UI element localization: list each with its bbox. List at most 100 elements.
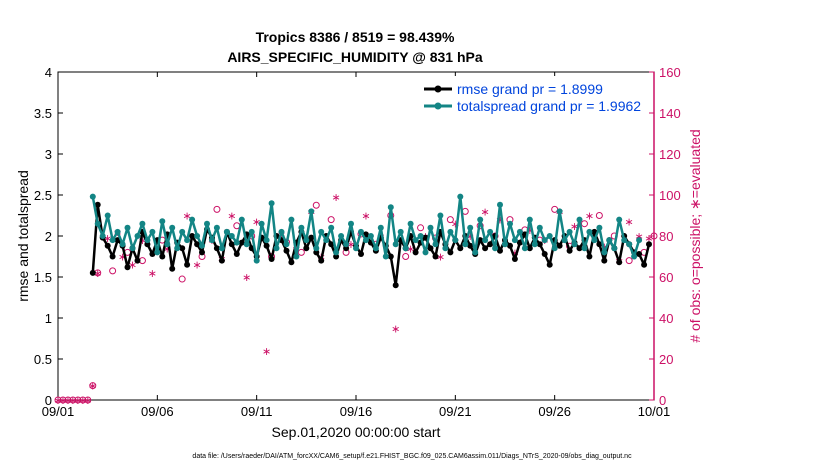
series-point-rmse: [358, 251, 364, 257]
chart-title-line1: Tropics 8386 / 8519 = 98.439%: [256, 29, 455, 45]
series-point-totalspread: [387, 204, 394, 211]
y-axis-label: rmse and totalspread: [15, 170, 31, 302]
series-point-totalspread: [179, 228, 186, 235]
obs-evaluated-marker: ∗: [192, 259, 201, 272]
series-point-totalspread: [427, 224, 434, 231]
series-point-totalspread: [89, 193, 96, 200]
series-point-totalspread: [497, 201, 503, 208]
series-point-totalspread: [189, 216, 196, 223]
x-axis-label: Sep.01,2020 00:00:00 start: [272, 424, 441, 440]
series-point-totalspread: [571, 241, 578, 248]
obs-possible-marker: [650, 232, 658, 240]
series-point-totalspread: [223, 228, 230, 235]
x-tick-label: 09/16: [340, 404, 373, 419]
series-point-totalspread: [124, 224, 131, 231]
series-point-totalspread: [233, 239, 240, 246]
series-point-totalspread: [397, 228, 404, 235]
obs-possible-marker: [327, 216, 335, 224]
obs-possible-marker: [625, 257, 633, 265]
y-tick-label: 1.5: [34, 270, 52, 285]
series-point-totalspread: [248, 228, 255, 235]
obs-evaluated-marker: ∗: [570, 220, 579, 233]
obs-evaluated-marker: ∗: [252, 216, 261, 229]
series-point-totalspread: [382, 253, 389, 260]
obs-evaluated-marker: ∗: [93, 267, 102, 280]
series-point-totalspread: [511, 237, 518, 244]
series-point-rmse: [104, 242, 111, 249]
obs-possible-marker: [402, 253, 410, 260]
series-point-totalspread: [94, 220, 101, 227]
series-point-totalspread: [134, 233, 141, 239]
series-point-totalspread: [348, 220, 354, 227]
series-point-rmse: [268, 256, 275, 262]
x-tick-label: 09/11: [241, 404, 273, 419]
series-point-totalspread: [462, 241, 469, 248]
obs-possible-marker: [84, 396, 92, 404]
obs-evaluated-marker: ∗: [88, 380, 97, 393]
series-point-totalspread: [288, 216, 295, 223]
series-point-totalspread: [626, 241, 633, 248]
y-axis-right: 0 20 40 60 80 100 120 140 160: [649, 65, 681, 408]
obs-evaluated-marker: ∗: [634, 230, 643, 243]
y-tick-label: 3.5: [34, 106, 52, 121]
y-tick-label-right: 20: [659, 352, 673, 367]
legend-totalspread-label: totalspread grand pr = 1.9962: [457, 98, 641, 114]
series-point-rmse: [313, 249, 320, 256]
series-point-totalspread: [139, 220, 146, 227]
series-point-totalspread: [422, 249, 429, 256]
series-point-rmse: [149, 251, 156, 257]
series-point-totalspread: [362, 237, 369, 244]
obs-evaluated-marker: ∗: [510, 246, 519, 259]
obs-evaluated-marker: ∗: [406, 242, 415, 255]
series-point-rmse: [283, 247, 290, 254]
y-axis-left: 0 0.5 1 1.5 2 2.5 3 3.5 4: [34, 65, 63, 408]
series-point-totalspread: [437, 212, 444, 219]
series-point-totalspread: [407, 220, 414, 227]
series-point-rmse: [238, 239, 245, 246]
obs-evaluated-marker: ∗: [138, 234, 147, 247]
series-point-rmse: [467, 242, 474, 249]
obs-evaluated-marker: ∗: [73, 394, 82, 407]
series-point-totalspread: [298, 224, 305, 231]
series-point-rmse: [636, 251, 643, 257]
plot-area: [57, 71, 655, 401]
obs-possible-marker: [446, 216, 454, 224]
series-point-totalspread: [457, 193, 464, 200]
series-point-totalspread: [377, 224, 384, 231]
series-point-rmse: [427, 245, 434, 252]
series-point-totalspread: [611, 245, 618, 252]
series-point-totalspread: [482, 237, 489, 244]
series-point-totalspread: [541, 237, 548, 244]
series-point-rmse: [447, 249, 454, 256]
series-point-totalspread: [149, 228, 156, 235]
series-point-totalspread: [452, 237, 459, 244]
series-point-totalspread: [278, 228, 285, 235]
series-point-rmse: [601, 257, 608, 264]
series-point-rmse: [392, 282, 399, 289]
series-point-totalspread: [507, 220, 513, 227]
series-point-rmse: [213, 245, 220, 252]
series-point-totalspread: [109, 237, 116, 244]
obs-evaluated-marker: ∗: [436, 251, 445, 264]
series-point-rmse: [124, 264, 131, 271]
legend-box: [420, 76, 646, 118]
obs-evaluated-marker: ∗: [525, 224, 534, 237]
series-point-totalspread: [367, 233, 374, 239]
obs-evaluated-marker: ∗: [481, 205, 490, 218]
obs-possible-marker: [89, 382, 97, 390]
obs-possible-marker: [417, 224, 425, 232]
obs-possible-marker: [59, 396, 67, 404]
series-point-totalspread: [636, 237, 643, 244]
series-point-totalspread: [601, 249, 608, 256]
series-point-totalspread: [402, 245, 409, 252]
series-point-rmse: [507, 242, 513, 249]
series-point-rmse: [487, 241, 494, 248]
series-point-totalspread: [213, 224, 220, 231]
series-point-rmse: [541, 251, 548, 257]
series-point-rmse: [233, 251, 240, 257]
y-tick-label-right: 0: [659, 393, 666, 408]
series-point-totalspread: [467, 224, 474, 231]
series-point-totalspread: [412, 237, 419, 244]
series-point-rmse: [546, 261, 553, 268]
series-point-totalspread: [447, 228, 454, 235]
